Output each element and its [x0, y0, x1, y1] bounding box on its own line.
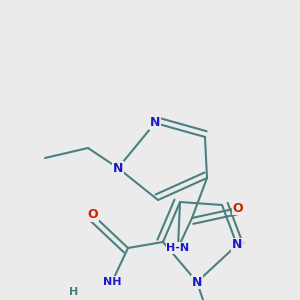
- Text: NH: NH: [103, 277, 121, 287]
- Text: O: O: [233, 202, 243, 214]
- Text: N: N: [192, 275, 202, 289]
- Text: H-N: H-N: [167, 243, 190, 253]
- Text: N: N: [232, 238, 242, 251]
- Text: O: O: [88, 208, 98, 221]
- Text: H: H: [69, 287, 79, 297]
- Text: N: N: [150, 116, 160, 130]
- Text: N: N: [113, 161, 123, 175]
